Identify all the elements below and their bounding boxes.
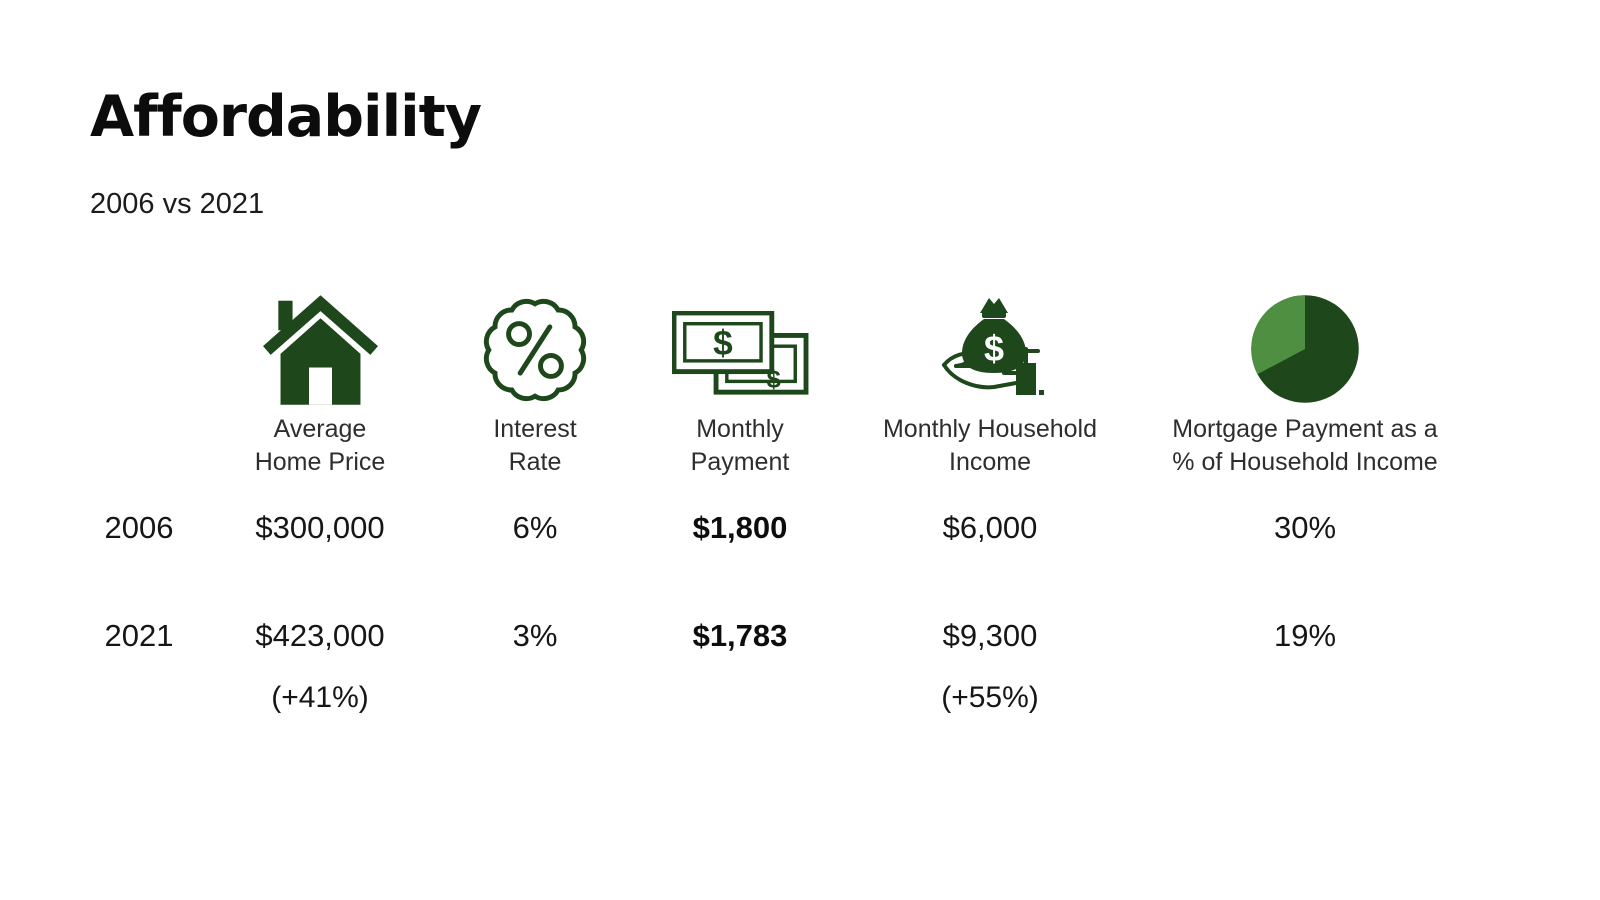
column-header-icon-cell: $ $ [640,283,840,405]
value-2021-interest-rate: 3% [512,618,558,653]
value-2021-monthly-payment: $1,783 [692,618,788,653]
table-cell-change: (+55%) [840,681,1140,733]
table-cell-change: (+41%) [210,681,430,733]
table-cell: $9,300 [840,591,1140,681]
year-2006: 2006 [104,510,174,545]
column-header-icon-cell [430,283,640,405]
value-2006-monthly-payment: $1,800 [692,510,788,545]
column-header-cell: Monthly Household Income [840,405,1140,483]
value-2021-home-price: $423,000 [255,618,385,653]
table-row-year: 2006 [90,483,210,573]
page-subtitle: 2006 vs 2021 [90,188,265,220]
value-2006-household-income: $6,000 [942,510,1038,545]
value-2006-interest-rate: 6% [512,510,558,545]
affordability-table: $ $ $ [90,283,1470,733]
column-header-icon-cell: $ [840,283,1140,405]
money-bag-hand-icon: $ [942,298,1044,395]
value-2006-mortgage-pct: 30% [1273,510,1337,545]
table-cell: 30% [1140,483,1470,573]
table-cell: $1,800 [640,483,840,573]
table-cell: $6,000 [840,483,1140,573]
table-cell: $1,783 [640,591,840,681]
column-label-mortgage-pct-income: Mortgage Payment as a % of Household Inc… [1172,415,1438,476]
year-2021: 2021 [104,618,174,653]
column-label-monthly-household-income: Monthly Household Income [882,415,1097,476]
column-label-monthly-payment: Monthly Payment [690,415,790,476]
cash-bills-icon: $ $ [671,311,808,395]
value-2006-home-price: $300,000 [255,510,385,545]
pie-chart-icon [1251,295,1359,403]
column-label-average-home-price: Average Home Price [254,415,386,476]
table-cell: $423,000 [210,591,430,681]
svg-text:$: $ [984,328,1004,369]
table-cell: $300,000 [210,483,430,573]
column-label-interest-rate: Interest Rate [493,415,577,476]
svg-text:$: $ [713,324,733,363]
value-2021-mortgage-pct: 19% [1273,618,1337,653]
change-2021-household-income: (+55%) [941,681,1039,714]
column-header-cell: Monthly Payment [640,405,840,483]
table-cell: 3% [430,591,640,681]
change-2021-home-price: (+41%) [271,681,369,714]
table-cell: 19% [1140,591,1470,681]
page-title: Affordability [90,84,482,150]
percent-badge-icon [483,298,587,402]
value-2021-household-income: $9,300 [942,618,1038,653]
table-cell: 6% [430,483,640,573]
house-icon [262,295,378,405]
column-header-cell: Interest Rate [430,405,640,483]
column-header-icon-cell [210,283,430,405]
column-header-cell: Mortgage Payment as a % of Household Inc… [1140,405,1470,483]
column-header-icon-cell [1140,283,1470,405]
column-header-cell: Average Home Price [210,405,430,483]
table-row-year: 2021 [90,591,210,681]
